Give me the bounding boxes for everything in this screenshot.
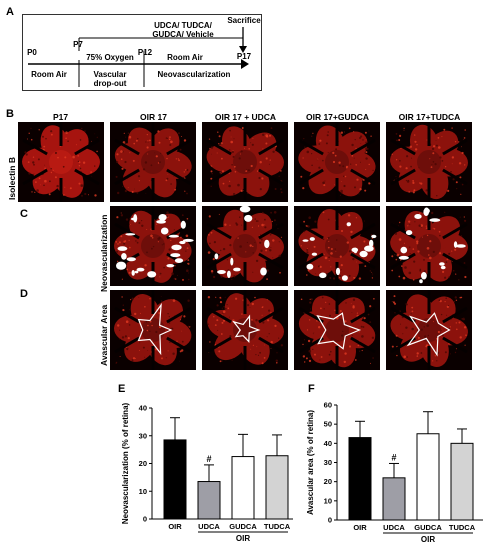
bar-oir: [348, 437, 372, 521]
bar-gudca: [231, 456, 255, 520]
timeline-diagram: UDCA/ TUDCA/ GUDCA/ Vehicle Sacrifice P0…: [27, 16, 261, 88]
neovascularization-bar-chart: 0 10 20 30 40 Neovascularization (% of retina…: [121, 402, 293, 543]
retina-image-gudca-isolectin: [294, 122, 380, 202]
row-header-neovascularization: Neovascularization: [99, 214, 109, 292]
retina-image-udca-neovascularization: [202, 206, 288, 286]
category-label-oir: OIR: [353, 523, 367, 532]
retina-image-oir17-avascular: [110, 290, 196, 370]
y-tick-label: 50: [324, 420, 332, 429]
vascular-dropout-label-2: drop-out: [94, 79, 127, 88]
y-axis-label: Neovascularization (% of retina): [121, 402, 130, 524]
panel-label-b: B: [6, 108, 14, 120]
p7-label: P7: [73, 40, 83, 49]
timeline-panel: UDCA/ TUDCA/ GUDCA/ Vehicle Sacrifice P0…: [22, 14, 262, 91]
bar-tudca: [265, 455, 289, 520]
bar-udca: [197, 481, 221, 520]
category-label-udca: UDCA: [198, 522, 220, 531]
panel-label-e: E: [118, 383, 126, 395]
category-label-udca: UDCA: [383, 523, 405, 532]
room-air-label-2: Room Air: [167, 53, 203, 62]
row-header-isolectin: Isolectin B: [7, 157, 17, 200]
p17-label: P17: [237, 52, 252, 61]
bar-udca: [382, 477, 406, 521]
group-label: OIR: [236, 534, 250, 543]
retina-image-udca-avascular: [202, 290, 288, 370]
y-tick-label: 30: [139, 431, 147, 440]
treatment-label-1: UDCA/ TUDCA/: [154, 21, 213, 30]
column-header-oir17: OIR 17: [140, 112, 167, 122]
avascular-area-bar-chart: 0 10 20 30 40 50 60 Avascular area (% of retina…: [306, 401, 483, 544]
y-tick-label: 10: [139, 487, 147, 496]
y-tick-label: 40: [324, 439, 332, 448]
retina-image-oir17-isolectin: [110, 122, 196, 202]
vascular-dropout-label-1: Vascular: [94, 70, 127, 79]
retina-image-gudca-avascular: [294, 290, 380, 370]
y-tick-label: 0: [143, 515, 147, 524]
panel-label-a: A: [6, 6, 14, 18]
p0-label: P0: [27, 48, 37, 57]
column-header-p17: P17: [52, 112, 69, 122]
bar-oir: [163, 439, 187, 520]
category-label-tudca: TUDCA: [264, 522, 291, 531]
retina-image-gudca-neovascularization: [294, 206, 380, 286]
retina-image-tudca-isolectin: [386, 122, 472, 202]
y-axis-label: Avascular area (% of retina): [306, 410, 315, 515]
retina-image-tudca-avascular: [386, 290, 472, 370]
retina-image-udca-isolectin: [202, 122, 288, 202]
y-tick-label: 30: [324, 458, 332, 467]
room-air-label-1: Room Air: [31, 70, 67, 79]
neovascularization-phase-label: Neovascularization: [158, 70, 231, 79]
retina-image-oir17-neovascularization: [110, 206, 196, 286]
panel-label-d: D: [20, 288, 28, 300]
category-label-gudca: GUDCA: [414, 523, 442, 532]
bar-gudca: [416, 433, 440, 521]
oxygen-label: 75% Oxygen: [86, 53, 134, 62]
significance-marker: #: [391, 452, 396, 462]
sacrifice-label: Sacrifice: [227, 16, 261, 25]
panel-label-f: F: [308, 383, 315, 395]
significance-marker: #: [206, 454, 211, 464]
column-header-tudca: OIR 17+TUDCA: [398, 112, 461, 122]
group-label: OIR: [421, 535, 435, 544]
y-tick-label: 0: [328, 516, 332, 525]
category-label-tudca: TUDCA: [449, 523, 476, 532]
y-tick-label: 40: [139, 404, 147, 413]
column-header-gudca: OIR 17+GUDCA: [305, 112, 370, 122]
y-tick-label: 20: [324, 477, 332, 486]
treatment-label-2: GUDCA/ Vehicle: [152, 30, 214, 39]
p12-label: P12: [138, 48, 153, 57]
column-header-udca: OIR 17 + UDCA: [214, 112, 277, 122]
y-tick-label: 60: [324, 401, 332, 410]
retina-image-p17-isolectin: [18, 122, 104, 202]
y-tick-label: 20: [139, 459, 147, 468]
y-tick-label: 10: [324, 496, 332, 505]
bar-tudca: [450, 442, 474, 521]
panel-label-c: C: [20, 208, 28, 220]
row-header-avascular-area: Avascular Area: [99, 304, 109, 366]
category-label-gudca: GUDCA: [229, 522, 257, 531]
category-label-oir: OIR: [168, 522, 182, 531]
retina-image-tudca-neovascularization: [386, 206, 472, 286]
